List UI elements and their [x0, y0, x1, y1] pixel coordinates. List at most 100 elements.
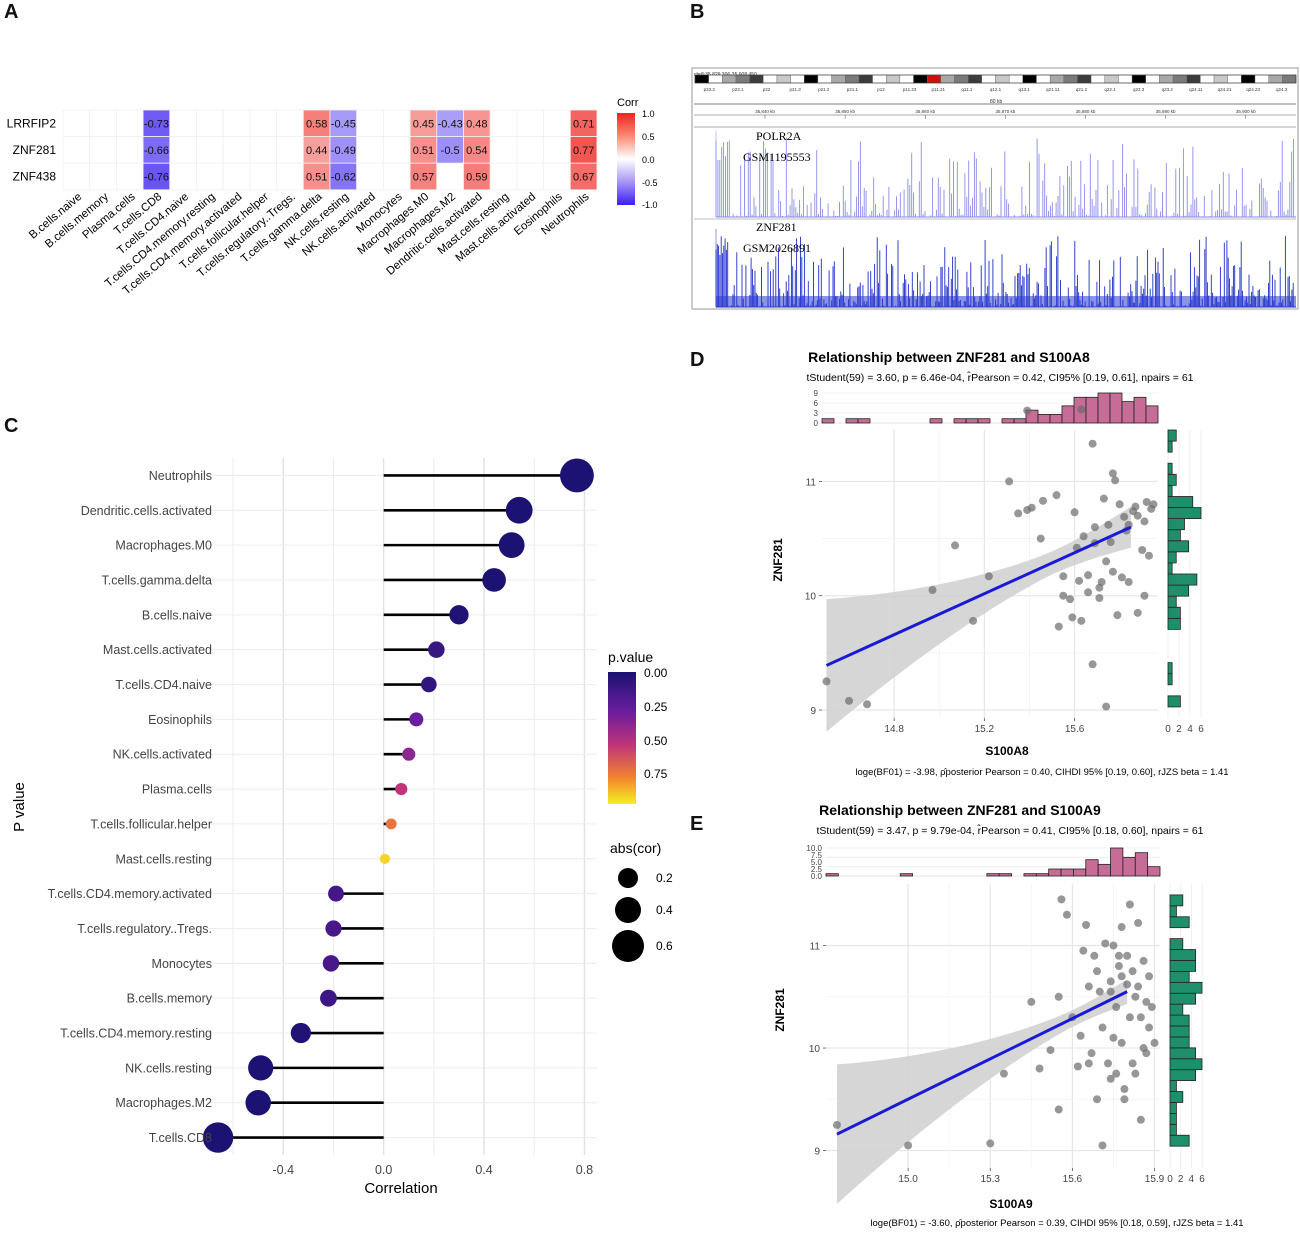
- chromosome-band: [940, 74, 955, 84]
- histogram-bar: [1167, 695, 1181, 708]
- band-label: p21.3: [790, 87, 802, 92]
- lollipop-category-label: T.cells.CD4.memory.activated: [48, 887, 212, 901]
- lollipop-dot: [428, 641, 445, 658]
- heatmap-cell: [116, 109, 144, 138]
- scatter-point: [1027, 997, 1036, 1006]
- coordinate-label: 35,900 kb: [1236, 109, 1256, 114]
- scatter-point: [986, 1139, 995, 1148]
- heatmap-cell: [116, 162, 144, 191]
- scatter-point: [1108, 567, 1117, 576]
- lollipop-dot: [559, 458, 594, 493]
- histogram-bar: [1169, 1102, 1177, 1114]
- heatmap-cell: [249, 109, 277, 138]
- scatter-point: [1104, 520, 1113, 529]
- lollipop-category-label: B.cells.naive: [142, 608, 212, 622]
- histogram-bar: [1109, 392, 1123, 424]
- heatmap-cell: [329, 162, 358, 191]
- scatter-point: [1115, 500, 1124, 509]
- histogram-bar: [986, 873, 1000, 877]
- heatmap-cell: [142, 109, 171, 138]
- histogram-bar: [1169, 938, 1184, 950]
- heatmap-value-label: 0.67: [573, 172, 594, 184]
- lollipop-category-label: Macrophages.M2: [115, 1096, 212, 1110]
- scatter-point: [1077, 405, 1086, 414]
- heatmap-cell: [543, 109, 571, 138]
- histogram-bar: [899, 873, 913, 877]
- scatter-point: [904, 1141, 913, 1150]
- chromosome-band: [1131, 74, 1146, 84]
- heatmap-value-label: -0.62: [331, 172, 356, 184]
- scatter-point: [1113, 611, 1122, 620]
- histogram-bar: [1169, 949, 1197, 961]
- histogram-bar: [1167, 606, 1181, 619]
- histogram-bar: [1073, 868, 1087, 877]
- heatmap-cell: [142, 136, 171, 164]
- lollipop-dot: [290, 1022, 311, 1044]
- lollipop-category-label: Mast.cells.resting: [115, 852, 212, 866]
- lollipop-panel: Neutrophils Dendritic.cells.activated Macr…: [11, 458, 673, 1197]
- track-1-name: POLR2A: [756, 129, 802, 143]
- scatter-point: [1140, 517, 1149, 526]
- lollipop-category-label: Plasma.cells: [142, 783, 212, 797]
- chromosome-band: [1200, 74, 1215, 84]
- chromosome-band: [1063, 74, 1078, 84]
- heatmap-value-label: -0.73: [144, 118, 169, 130]
- scatter-point: [1142, 498, 1151, 506]
- heatmap-cell: [276, 109, 304, 138]
- size-legend-dot: [615, 897, 641, 923]
- heatmap-cell: [169, 109, 197, 138]
- chromosome-band: [831, 74, 846, 84]
- scatter-point: [1117, 573, 1126, 582]
- lollipop-dot: [395, 782, 408, 796]
- chromosome-band: [722, 74, 737, 84]
- histogram-bar: [1167, 507, 1202, 520]
- heatmap-cell: [116, 136, 144, 164]
- band-label: p22: [763, 87, 771, 92]
- lollipop-category-label: T.cells.follicular.helper: [90, 817, 212, 831]
- chromosome-band: [858, 74, 873, 84]
- scatter-point: [1142, 997, 1151, 1006]
- scatter-point: [1062, 910, 1071, 919]
- band-label: p21.1: [847, 87, 859, 92]
- histogram-bar: [1169, 894, 1184, 907]
- scatter-point: [1150, 1038, 1159, 1047]
- lollipop-dot: [449, 605, 469, 625]
- scatter-point: [1079, 532, 1088, 541]
- scatter-point: [928, 586, 937, 594]
- chromosome-band: [1036, 74, 1051, 84]
- heatmap-cell: [382, 136, 411, 164]
- scatter-point: [1027, 503, 1036, 512]
- lollipop-category-label: Mast.cells.activated: [103, 643, 212, 657]
- scatter-point: [1142, 1049, 1151, 1058]
- heatmap-cell: [302, 162, 331, 191]
- heatmap-cell: [329, 136, 358, 164]
- heatmap-legend-tick: -0.5: [642, 178, 658, 188]
- scatter-y-tick-label: 9: [814, 1147, 820, 1158]
- scatter-point: [1120, 512, 1129, 521]
- histogram-bar: [1167, 496, 1194, 508]
- band-label: q13.1: [1018, 87, 1030, 92]
- heatmap-panel: -0.73 0.58 -0.45 0.45 -0.43 0.48 0.71 -0.66 0.44…: [7, 97, 658, 297]
- band-label: p23.2: [704, 87, 716, 92]
- size-legend-tick: 0.6: [656, 939, 673, 953]
- chromosome-band: [1159, 74, 1174, 84]
- scatter-point: [1101, 939, 1110, 948]
- track-2-name: ZNF281: [756, 220, 797, 234]
- scatter-point: [1117, 1038, 1126, 1047]
- histogram-bar: [1134, 852, 1149, 877]
- heatmap-legend-tick: -1.0: [642, 200, 658, 210]
- band-label: q23.2: [1162, 87, 1174, 92]
- size-legend-tick: 0.4: [656, 903, 673, 917]
- band-label: q12.1: [990, 87, 1002, 92]
- coordinate-label: 35,850 kb: [835, 109, 855, 114]
- histogram-tick-label: 6: [814, 399, 819, 408]
- scatter-point: [1076, 1031, 1085, 1040]
- scatter-point: [1103, 1059, 1112, 1068]
- scatter-point: [1090, 951, 1099, 960]
- scatter-point: [1124, 578, 1133, 586]
- lollipop-category-label: T.cells.CD4.naive: [115, 678, 212, 692]
- scatter-point: [1114, 951, 1123, 960]
